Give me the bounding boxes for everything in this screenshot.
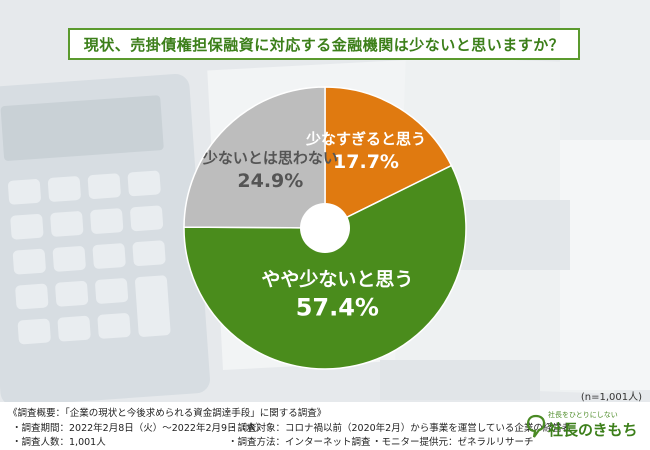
logo-tagline: 社長をひとりにしない: [548, 411, 618, 419]
sample-size-note: (n=1,001人): [580, 392, 642, 403]
survey-target: ・調査対象：コロナ禍以前（2020年2月）から事業を運営している企業の経営者: [228, 423, 572, 434]
slice-label-2: やや少ないと思う: [261, 268, 413, 290]
survey-overview: 《調査概要：「企業の現状と今後求められる資金調達手段」に関する調査》: [8, 408, 327, 419]
pie-slice-3: [183, 86, 326, 229]
survey-period: ・調査期間：2022年2月8日（火）〜2022年2月9日（水）: [12, 423, 266, 434]
slice-label-3: 少ないとは思わない: [202, 149, 338, 167]
logo-name: 社長のきもち: [548, 421, 638, 439]
pie-slice-2: [183, 164, 467, 370]
slice-value-2: 57.4%: [296, 293, 379, 321]
pie-slice-1: [324, 86, 453, 230]
slice-value-1: 17.7%: [333, 151, 399, 173]
slice-value-3: 24.9%: [237, 170, 303, 192]
survey-method: ・調査方法：インターネット調査: [228, 437, 371, 448]
title-box: 現状、売掛債権担保融資に対応する金融機関は少ないと思いますか？: [68, 28, 580, 60]
brand-logo: 社長をひとりにしない 社長のきもち: [526, 410, 638, 442]
survey-footer: 《調査概要：「企業の現状と今後求められる資金調達手段」に関する調査》 ・調査期間…: [0, 402, 650, 450]
chat-bubble-icon: [526, 414, 546, 438]
survey-respondents: ・調査人数：1,001人: [12, 437, 106, 448]
donut-hole: [300, 203, 350, 253]
survey-monitor: ・モニター提供元：ゼネラルリサーチ: [372, 437, 534, 448]
chart-title: 現状、売掛債権担保融資に対応する金融機関は少ないと思いますか？: [83, 35, 565, 54]
slice-label-1: 少なすぎると思う: [305, 130, 426, 148]
